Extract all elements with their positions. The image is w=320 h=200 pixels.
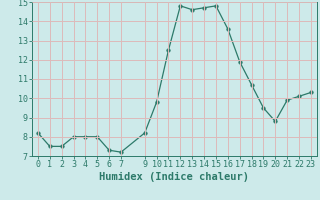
X-axis label: Humidex (Indice chaleur): Humidex (Indice chaleur): [100, 172, 249, 182]
